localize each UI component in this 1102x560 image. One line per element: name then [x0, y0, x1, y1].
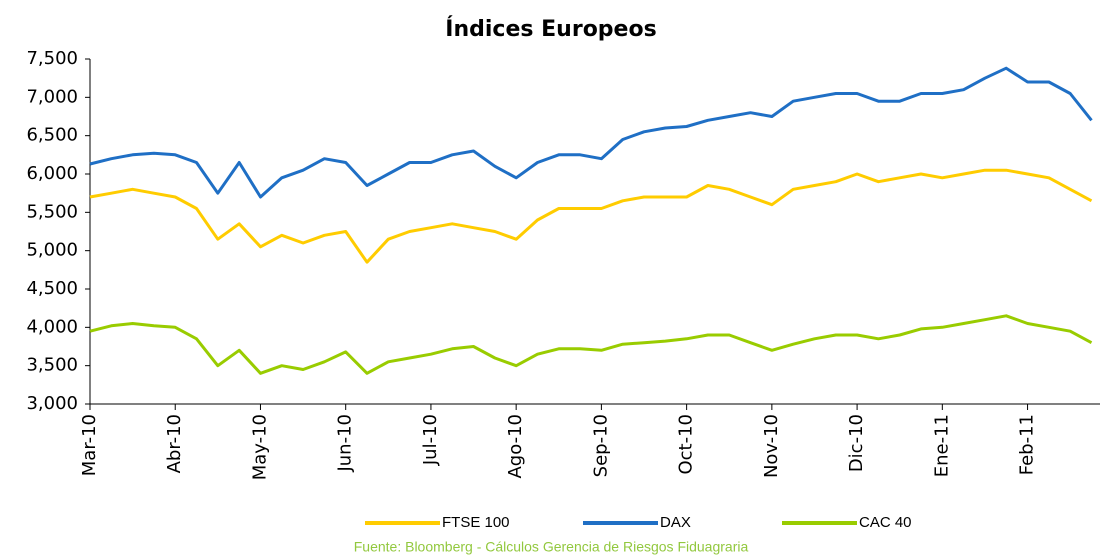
x-tick-label: Nov-10 [761, 414, 782, 478]
y-tick-label: 6,000 [26, 163, 78, 184]
x-tick-label: Jun-10 [335, 414, 356, 473]
y-tick-label: 5,500 [26, 201, 78, 222]
x-tick-label: Abr-10 [164, 414, 185, 473]
x-tick-label: Jul-10 [420, 414, 441, 466]
y-tick-label: 6,500 [26, 125, 78, 146]
x-tick-label: Dic-10 [846, 414, 867, 472]
legend-label: FTSE 100 [442, 514, 510, 531]
chart-title: Índices Europeos [445, 16, 656, 42]
y-tick-label: 5,000 [26, 240, 78, 261]
x-tick-label: Sep-10 [590, 414, 611, 477]
y-tick-label: 4,500 [26, 278, 78, 299]
x-tick-label: Ago-10 [505, 414, 526, 479]
legend-label: CAC 40 [859, 514, 912, 531]
x-tick-label: Ene-11 [931, 414, 952, 477]
y-tick-label: 4,000 [26, 316, 78, 337]
x-tick-label: Feb-11 [1017, 414, 1038, 475]
x-tick-label: Mar-10 [79, 414, 100, 476]
legend-label: DAX [660, 514, 691, 531]
source-note: Fuente: Bloomberg - Cálculos Gerencia de… [354, 539, 749, 555]
y-tick-label: 7,000 [26, 86, 78, 107]
y-tick-label: 3,500 [26, 355, 78, 376]
x-tick-label: May-10 [249, 414, 270, 480]
series-line [89, 66, 1093, 199]
y-tick-label: 3,000 [26, 393, 78, 414]
x-tick-label: Oct-10 [676, 414, 697, 475]
y-tick-label: 7,500 [26, 48, 78, 69]
series-line [89, 314, 1093, 375]
series-line [89, 168, 1093, 264]
